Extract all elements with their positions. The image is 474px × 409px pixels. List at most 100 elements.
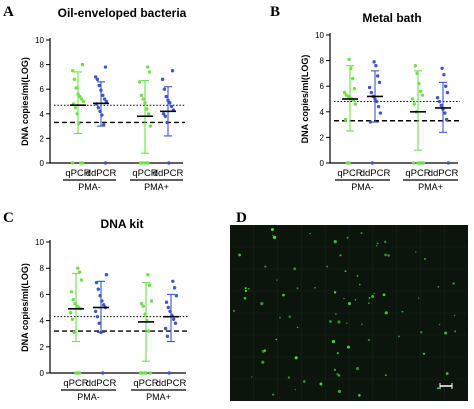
data-point: [146, 65, 150, 69]
data-point: [93, 75, 98, 79]
fluorescent-cell: [444, 331, 448, 335]
fluorescent-cell: [371, 295, 375, 298]
fluorescent-cell: [375, 245, 378, 247]
data-point: [351, 76, 355, 81]
fluorescent-cell: [314, 287, 316, 289]
y-axis-label: DNA copies/ml(LOG): [300, 55, 310, 144]
fluorescent-cell: [368, 297, 371, 299]
fluorescent-cell: [337, 320, 341, 324]
data-point: [163, 326, 168, 331]
y-tick-label: 8: [40, 61, 45, 70]
fluorescent-cell: [270, 227, 274, 232]
fluorescent-cell: [368, 302, 370, 304]
fluorescent-cell: [415, 251, 417, 253]
x-category-label: ddPCR: [86, 168, 117, 179]
data-point: [174, 294, 179, 298]
y-tick-label: 0: [40, 159, 45, 168]
fluorescent-cell: [293, 267, 297, 271]
fluorescent-cell: [346, 322, 348, 324]
panel-letter: B: [270, 4, 280, 20]
y-axis-label: DNA copies/ml(LOG): [20, 263, 30, 352]
fluorescent-cell: [247, 287, 250, 290]
data-point: [443, 111, 447, 115]
y-tick-label: 0: [40, 369, 45, 378]
data-point: [342, 90, 347, 95]
data-point: [70, 317, 75, 321]
fluorescent-cell: [333, 368, 337, 371]
data-point: [439, 103, 443, 108]
fluorescent-cell: [343, 298, 345, 300]
y-tick-label: 10: [35, 36, 44, 45]
group-label: PMA+: [418, 182, 443, 192]
data-point: [167, 161, 171, 165]
data-point: [149, 299, 154, 303]
group-label: PMA+: [146, 392, 171, 402]
fluorescent-cell: [279, 316, 281, 319]
fluorescent-cell: [420, 331, 423, 334]
data-point: [411, 161, 416, 165]
fluorescent-cell: [329, 320, 332, 323]
data-point: [344, 93, 349, 97]
group-label: PMA+: [144, 182, 169, 192]
y-tick-label: 6: [40, 85, 45, 94]
fluorescent-cell: [356, 367, 360, 371]
data-point: [79, 278, 84, 282]
fluorescent-cell: [336, 373, 339, 376]
fluorescent-cell: [319, 382, 323, 386]
fluorescent-cell: [337, 374, 341, 377]
fluorescent-cell: [376, 242, 379, 245]
data-point: [97, 321, 101, 325]
data-point: [435, 96, 440, 100]
fluorescent-cell: [385, 374, 387, 376]
fluorescent-cell: [264, 265, 267, 268]
data-point: [164, 300, 169, 304]
x-category-label: qPCR: [63, 378, 88, 389]
fluorescent-cell: [373, 292, 376, 295]
data-point: [173, 321, 178, 325]
data-point: [96, 105, 101, 110]
data-point: [147, 329, 151, 333]
x-category-label: ddPCR: [86, 378, 117, 389]
data-point: [93, 309, 98, 314]
y-tick-label: 4: [40, 110, 45, 119]
fluorescent-cell: [437, 286, 440, 288]
data-point: [146, 112, 151, 116]
data-point: [139, 301, 144, 306]
data-point: [412, 102, 417, 106]
data-point: [410, 97, 415, 101]
panel-b-chart: B Metal bath DNA copies/ml(LOG) 0 2 4 6 8 10 qPCR…: [270, 4, 460, 192]
panel-letter: A: [3, 4, 14, 20]
data-point: [141, 304, 145, 308]
data-point: [160, 77, 165, 82]
data-point: [74, 86, 78, 90]
fluorescent-cell: [260, 301, 264, 306]
fluorescent-cell: [438, 323, 441, 326]
data-point: [378, 111, 383, 115]
y-tick-label: 4: [40, 317, 45, 326]
data-point: [166, 305, 170, 310]
fluorescent-cell: [251, 376, 253, 378]
panel-letter: C: [3, 210, 14, 226]
data-point: [169, 104, 174, 109]
data-point: [101, 93, 105, 98]
y-tick-label: 6: [40, 290, 45, 299]
fluorescent-cell: [244, 287, 247, 290]
data-point: [95, 77, 100, 82]
data-point: [148, 371, 153, 375]
data-point: [444, 117, 449, 122]
y-tick-label: 2: [40, 134, 45, 143]
data-point: [81, 99, 86, 104]
data-point: [76, 266, 80, 270]
data-point: [419, 89, 423, 94]
data-point: [420, 93, 425, 97]
fluorescent-cell: [302, 380, 306, 383]
data-point: [148, 124, 153, 128]
fluorescent-cell: [354, 299, 357, 301]
data-point: [352, 87, 357, 91]
data-point: [167, 371, 171, 375]
fluorescent-cell: [275, 338, 278, 341]
fluorescent-cell: [382, 293, 386, 297]
fluorescent-cell: [401, 310, 404, 313]
fluorescent-cell: [445, 372, 449, 375]
x-category-label: qPCR: [405, 168, 430, 179]
